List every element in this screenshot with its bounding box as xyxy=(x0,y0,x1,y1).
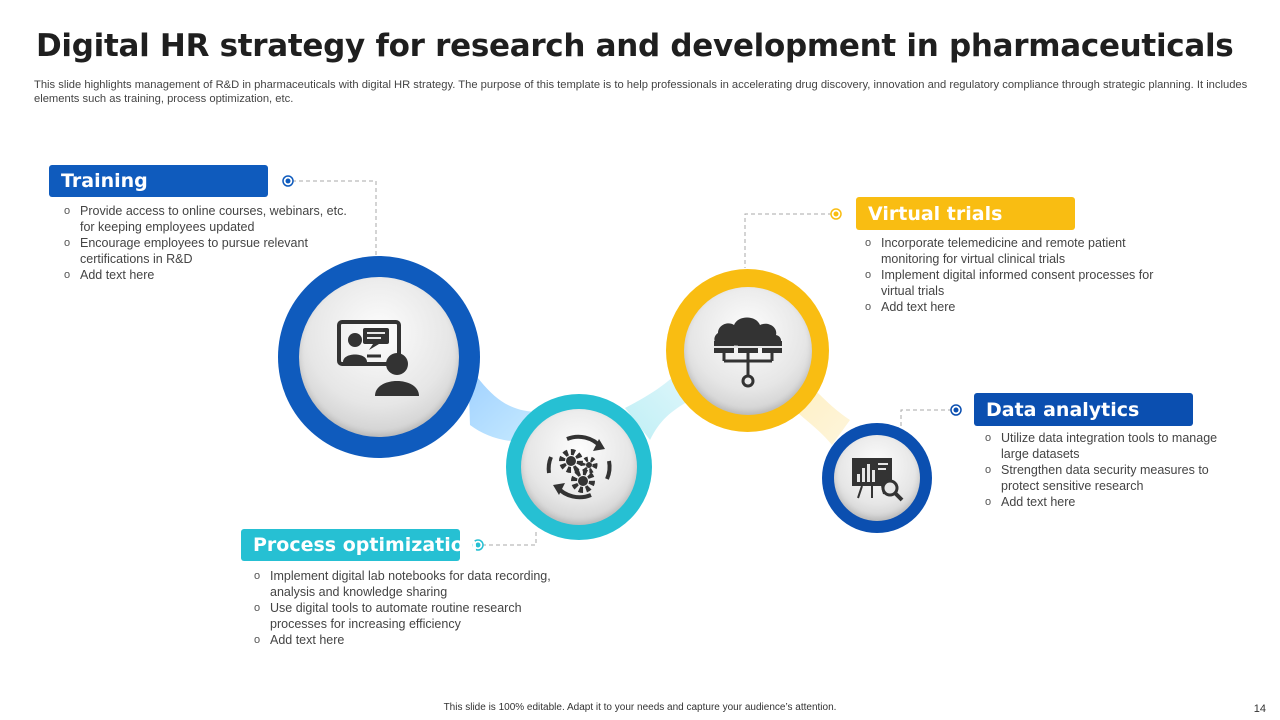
training-circle xyxy=(278,256,480,458)
process-circle xyxy=(506,394,652,540)
list-item: Strengthen data security measures to pro… xyxy=(983,462,1238,494)
online-training-icon xyxy=(337,320,419,396)
slide-title: Digital HR strategy for research and dev… xyxy=(36,28,1234,64)
leader-dot-virtual xyxy=(830,208,842,220)
leader-line-training xyxy=(292,180,377,258)
page-number: 14 xyxy=(1253,703,1266,715)
cloud-network-icon xyxy=(713,317,782,387)
virtual-trials-label: Virtual trials xyxy=(856,197,1075,230)
leader-dot-process xyxy=(472,539,484,551)
leader-line-virtual xyxy=(744,213,832,268)
data-analytics-bullets: Utilize data integration tools to manage… xyxy=(983,430,1238,510)
list-item: Add text here xyxy=(252,632,572,648)
virtual-trials-circle xyxy=(666,269,829,432)
data-analytics-circle xyxy=(822,423,932,533)
list-item: Add text here xyxy=(62,267,347,283)
data-analytics-label: Data analytics xyxy=(974,393,1193,426)
list-item: Add text here xyxy=(863,299,1163,315)
process-optimization-label: Process optimization xyxy=(241,529,477,561)
training-label: Training xyxy=(49,165,268,197)
analytics-board-icon xyxy=(852,458,904,502)
slide-subtitle: This slide highlights management of R&D … xyxy=(34,79,1248,105)
leader-dot-training xyxy=(282,175,294,187)
gears-cycle-icon xyxy=(546,434,612,500)
virtual-trials-bullets: Incorporate telemedicine and remote pati… xyxy=(863,235,1163,315)
list-item: Incorporate telemedicine and remote pati… xyxy=(863,235,1163,267)
list-item: Implement digital lab notebooks for data… xyxy=(252,568,572,600)
connector-blob-process-virtual xyxy=(625,372,690,440)
list-item: Use digital tools to automate routine re… xyxy=(252,600,572,632)
training-bullets: Provide access to online courses, webina… xyxy=(62,203,347,283)
process-bullets: Implement digital lab notebooks for data… xyxy=(252,568,572,648)
list-item: Encourage employees to pursue relevant c… xyxy=(62,235,347,267)
list-item: Utilize data integration tools to manage… xyxy=(983,430,1238,462)
leader-dot-analytics xyxy=(950,404,962,416)
list-item: Implement digital informed consent proce… xyxy=(863,267,1163,299)
leader-line-process xyxy=(482,530,537,546)
list-item: Add text here xyxy=(983,494,1238,510)
list-item: Provide access to online courses, webina… xyxy=(62,203,347,235)
leader-line-analytics xyxy=(900,409,952,428)
footer-note: This slide is 100% editable. Adapt it to… xyxy=(443,702,837,713)
